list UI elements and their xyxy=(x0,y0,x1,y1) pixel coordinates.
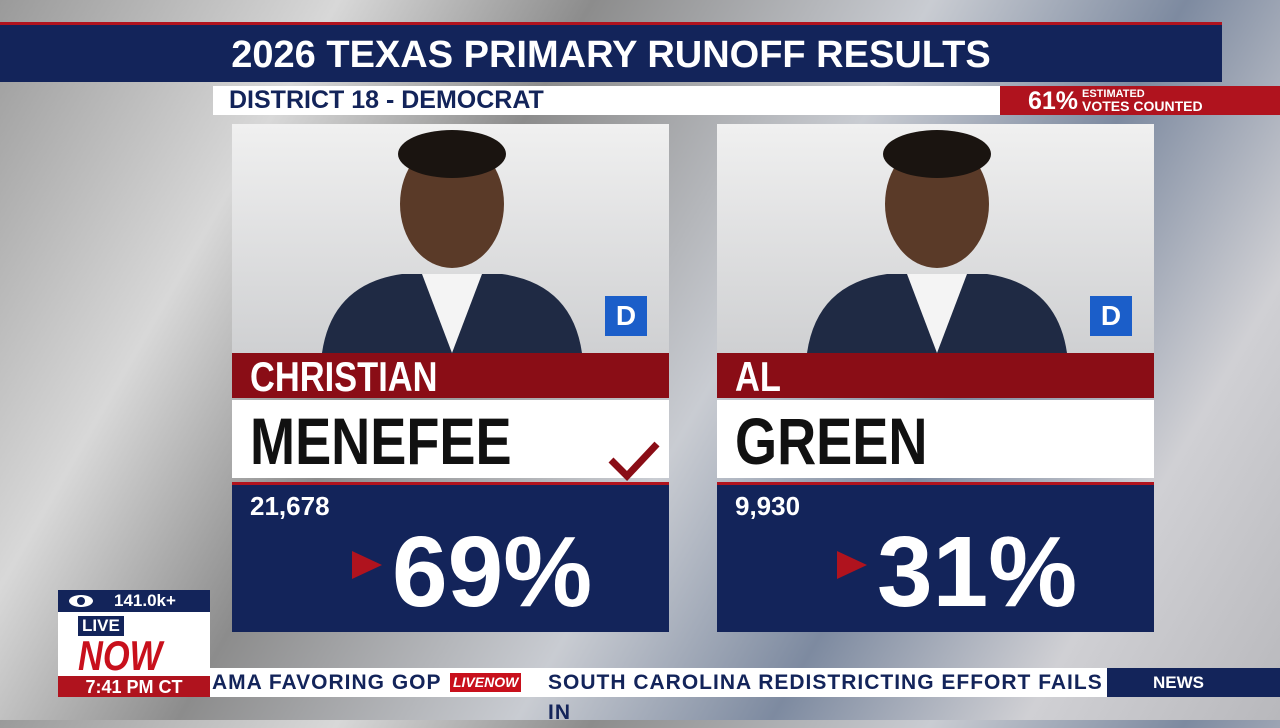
arrow xyxy=(837,551,867,579)
counted-box: 61% ESTIMATED VOTES COUNTED xyxy=(1000,86,1280,115)
party-badge: D xyxy=(1090,296,1132,336)
result-box: 21,678 69% xyxy=(232,482,669,632)
candidate-card: D AL GREEN 9,930 31% xyxy=(717,124,1154,632)
time: 7:41 PM CT xyxy=(58,676,210,697)
live: LIVE xyxy=(78,616,124,636)
ticker-logo: LIVENOW xyxy=(450,673,522,692)
check-icon xyxy=(608,441,660,482)
ticker: AMA FAVORING GOP LIVENOW SOUTH CAROLINA … xyxy=(210,668,1107,724)
vote-percent: 69% xyxy=(392,516,593,628)
eye-icon xyxy=(69,595,93,607)
subtitle-bar: DISTRICT 18 - DEMOCRAT xyxy=(213,86,1000,115)
winner-check xyxy=(607,418,661,500)
vote-count: 21,678 xyxy=(250,491,330,521)
result-box: 9,930 31% xyxy=(717,482,1154,632)
last-name-bar: MENEFEE xyxy=(232,400,669,482)
viewers: 141.0k+ xyxy=(114,591,176,610)
first-name-bar: CHRISTIAN xyxy=(232,353,669,400)
candidate-photo xyxy=(717,124,1154,353)
vote-percent: 31% xyxy=(877,516,1078,628)
now: NOW xyxy=(78,632,163,679)
ticker-text: SOUTH CAROLINA REDISTRICTING EFFORT FAIL… xyxy=(548,671,1103,724)
arrow xyxy=(352,551,382,579)
last-name: GREEN xyxy=(735,404,928,478)
ticker-section: NEWS xyxy=(1107,668,1280,697)
portrait xyxy=(807,130,1067,353)
ticker-text: AMA FAVORING GOP xyxy=(212,671,442,694)
first-name: CHRISTIAN xyxy=(250,353,438,400)
counted-percent: 61% xyxy=(1028,87,1079,115)
first-name: AL xyxy=(735,353,781,400)
section: NEWS xyxy=(1153,673,1204,692)
subtitle: DISTRICT 18 - DEMOCRAT xyxy=(229,86,544,114)
viewer-row: 141.0k+ xyxy=(58,590,210,612)
first-name-bar: AL xyxy=(717,353,1154,400)
live-badge: 141.0k+ LIVE NOW 7:41 PM CT xyxy=(58,590,210,697)
live-now-logo: LIVE NOW xyxy=(58,612,210,679)
candidate-photo xyxy=(232,124,669,353)
candidate-card: D CHRISTIAN MENEFEE 21,678 69% xyxy=(232,124,669,632)
title-bar: 2026 TEXAS PRIMARY RUNOFF RESULTS xyxy=(0,22,1222,82)
last-name-bar: GREEN xyxy=(717,400,1154,478)
portrait xyxy=(322,130,582,353)
counted-label: ESTIMATED xyxy=(1082,88,1145,100)
counted-label: VOTES COUNTED xyxy=(1082,98,1203,114)
last-name: MENEFEE xyxy=(250,404,512,478)
vote-count: 9,930 xyxy=(735,491,801,521)
title: 2026 TEXAS PRIMARY RUNOFF RESULTS xyxy=(231,34,991,76)
party-badge: D xyxy=(605,296,647,336)
